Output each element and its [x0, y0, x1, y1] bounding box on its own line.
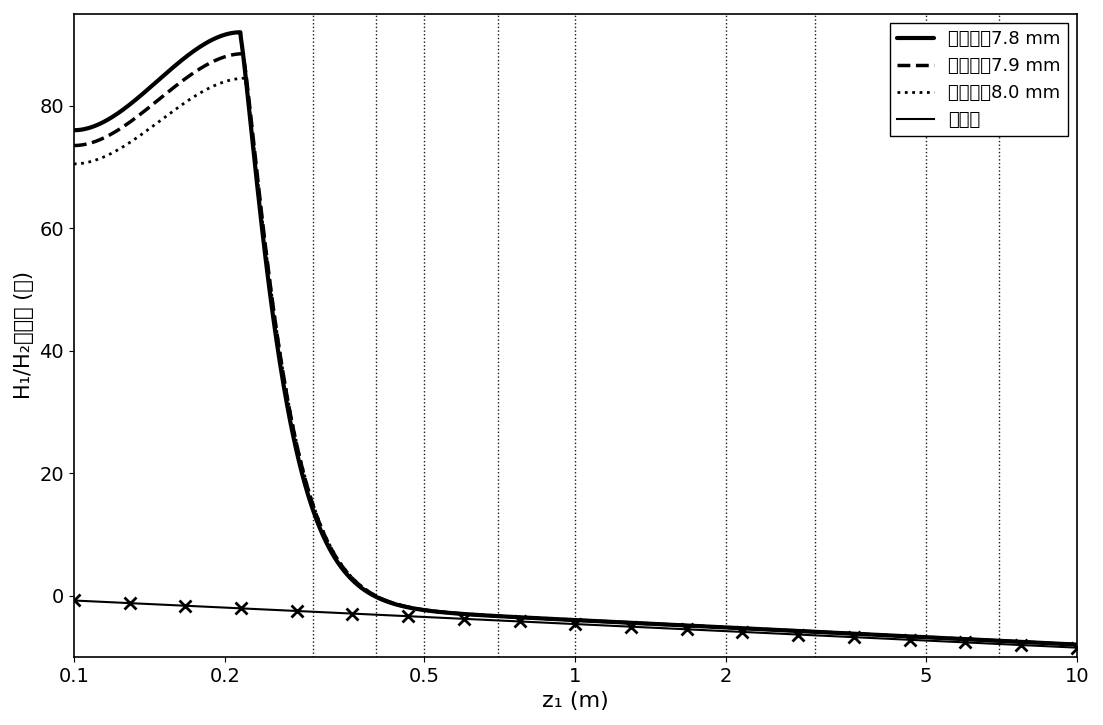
套管厘度7.9 mm [1070, 640, 1083, 649]
套管厘度7.9 mm [67, 141, 81, 150]
无套管 [857, 633, 870, 642]
套管厘度7.8 mm [118, 104, 131, 112]
套管厘度7.9 mm [118, 121, 131, 130]
套管厘度7.9 mm [528, 614, 542, 623]
套管厘度7.8 mm [1041, 639, 1054, 647]
套管厘度8.0 mm [1070, 640, 1083, 649]
无套管 [555, 619, 568, 628]
无套管 [1041, 642, 1054, 650]
套管厘度7.8 mm [528, 614, 542, 623]
X-axis label: z₁ (m): z₁ (m) [542, 691, 609, 711]
无套管 [1070, 643, 1083, 652]
套管厘度8.0 mm [528, 614, 542, 623]
套管厘度7.8 mm [234, 28, 247, 36]
Line: 套管厘度7.8 mm: 套管厘度7.8 mm [74, 32, 1077, 645]
套管厘度7.8 mm [67, 126, 81, 135]
Line: 套管厘度8.0 mm: 套管厘度8.0 mm [74, 78, 1077, 645]
Legend: 套管厘度7.8 mm, 套管厘度7.9 mm, 套管厘度8.0 mm, 无套管: 套管厘度7.8 mm, 套管厘度7.9 mm, 套管厘度8.0 mm, 无套管 [890, 23, 1068, 136]
套管厘度8.0 mm [1041, 639, 1054, 647]
套管厘度8.0 mm [556, 615, 569, 624]
套管厘度8.0 mm [1041, 639, 1054, 647]
套管厘度8.0 mm [857, 630, 870, 639]
无套管 [67, 596, 81, 605]
无套管 [1040, 642, 1053, 650]
套管厘度7.8 mm [857, 630, 870, 639]
套管厘度7.9 mm [1041, 639, 1054, 647]
套管厘度7.9 mm [237, 49, 250, 58]
Y-axis label: H₁/H₂的相位 (度): H₁/H₂的相位 (度) [14, 271, 34, 399]
Line: 无套管: 无套管 [74, 600, 1077, 647]
套管厘度7.8 mm [1070, 640, 1083, 649]
套管厘度7.8 mm [556, 615, 569, 624]
套管厘度7.8 mm [1041, 639, 1054, 647]
Line: 套管厘度7.9 mm: 套管厘度7.9 mm [74, 54, 1077, 645]
套管厘度7.9 mm [556, 615, 569, 624]
套管厘度8.0 mm [67, 160, 81, 168]
无套管 [118, 599, 131, 608]
套管厘度8.0 mm [238, 74, 251, 83]
无套管 [528, 618, 542, 626]
套管厘度8.0 mm [118, 141, 131, 150]
套管厘度7.9 mm [857, 630, 870, 639]
套管厘度7.9 mm [1041, 639, 1054, 647]
